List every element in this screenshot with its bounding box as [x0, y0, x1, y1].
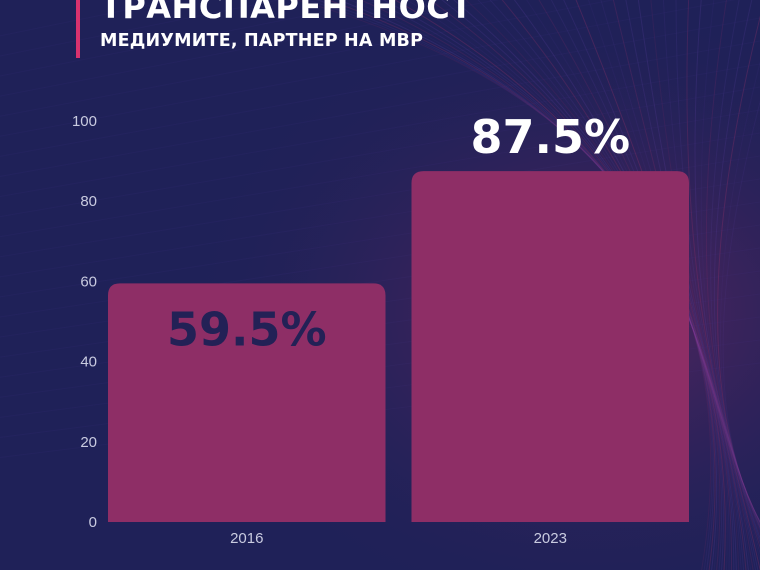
title-accent-bar [76, 0, 80, 58]
y-tick-label: 40 [80, 354, 97, 371]
chart-subtitle: МЕДИУМИТЕ, ПАРТНЕР НА МВР [100, 31, 424, 51]
data-label: 59.5% [167, 302, 327, 356]
y-tick-label: 0 [89, 514, 97, 531]
chart-title: ТРАНСПАРЕНТНОСТ [100, 0, 473, 26]
y-tick-label: 60 [80, 273, 97, 290]
data-labels: 59.5% 87.5% [167, 110, 630, 356]
bar-2023 [411, 171, 689, 522]
y-tick-label: 20 [80, 434, 97, 451]
x-axis: 2016 2023 [230, 530, 567, 547]
y-tick-label: 100 [72, 113, 97, 130]
bar-2016 [108, 283, 386, 522]
y-axis: 0 20 40 60 80 100 [72, 113, 97, 531]
x-tick-label: 2023 [534, 530, 567, 547]
bars [108, 171, 689, 522]
y-tick-label: 80 [80, 193, 97, 210]
x-tick-label: 2016 [230, 530, 263, 547]
data-label: 87.5% [470, 110, 630, 164]
